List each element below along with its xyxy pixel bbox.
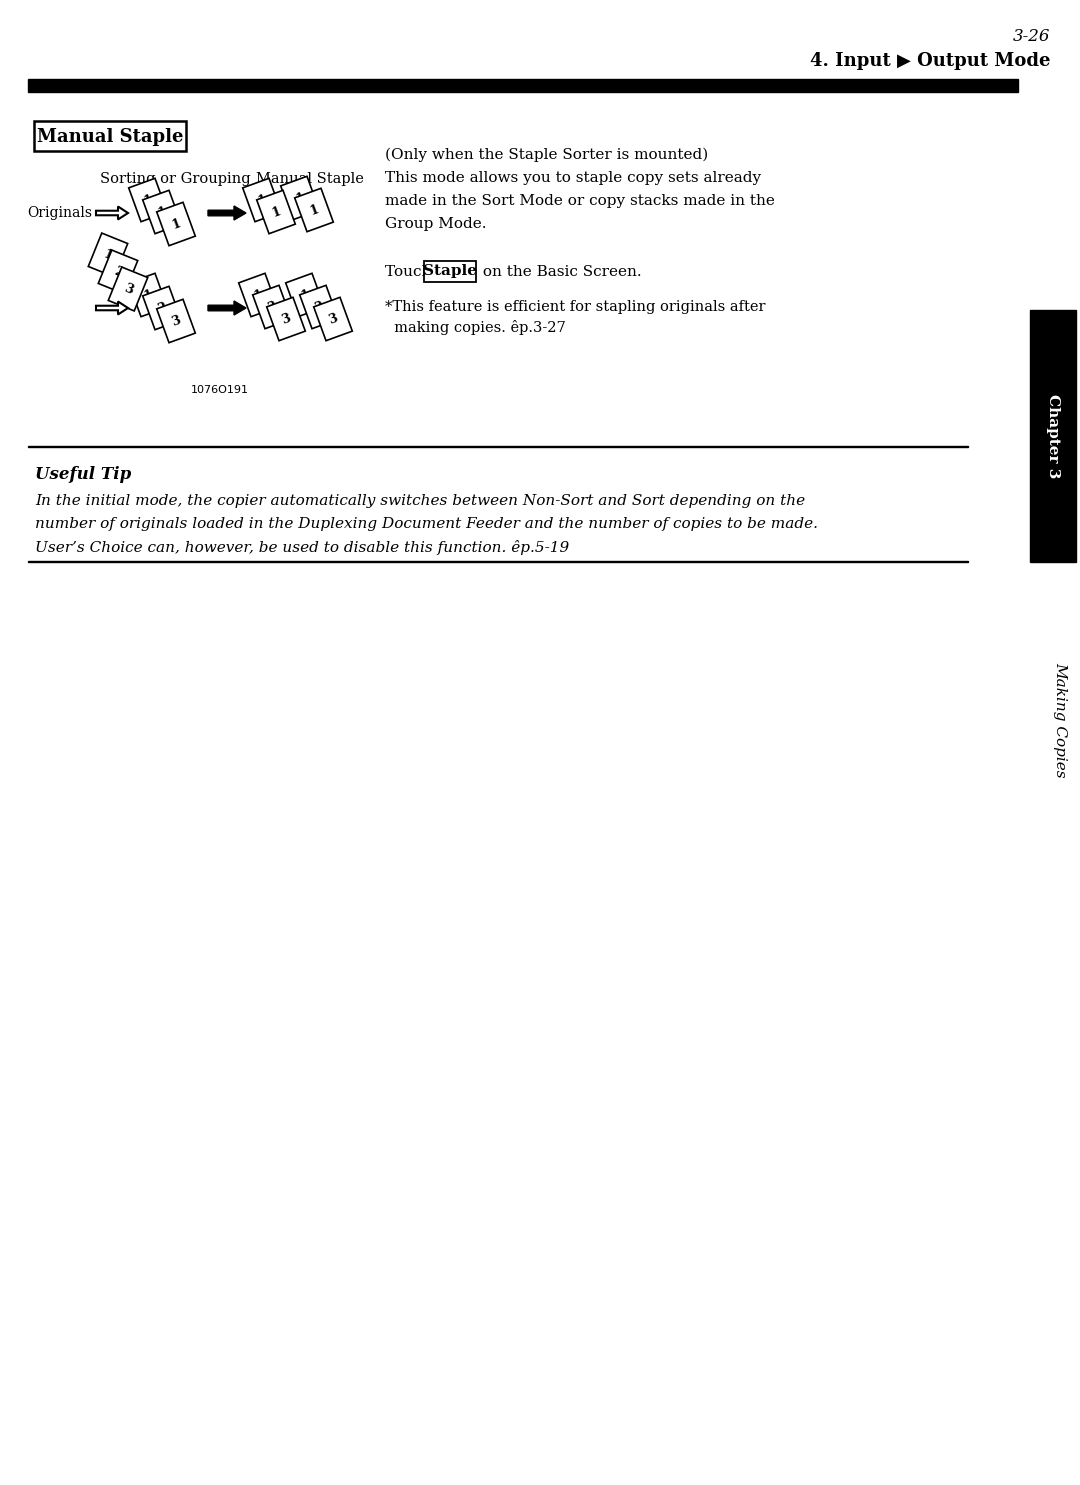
Polygon shape [89, 233, 127, 276]
Text: Manual Staple: Manual Staple [37, 128, 184, 146]
Text: 2: 2 [266, 300, 279, 315]
Polygon shape [299, 285, 338, 328]
Text: 3: 3 [327, 312, 339, 327]
Text: 3: 3 [170, 313, 183, 328]
Polygon shape [143, 190, 181, 233]
Text: 2: 2 [111, 264, 124, 279]
Polygon shape [129, 178, 167, 221]
Text: 1: 1 [294, 190, 307, 205]
Polygon shape [108, 267, 148, 310]
Text: 1: 1 [256, 193, 268, 208]
Bar [28, 560, 968, 561]
Polygon shape [208, 206, 246, 220]
Text: Touch: Touch [384, 264, 436, 279]
Text: making copies. êp.3-27: making copies. êp.3-27 [384, 319, 566, 336]
Text: Making Copies: Making Copies [1053, 662, 1067, 778]
Bar [1030, 310, 1076, 561]
Polygon shape [295, 189, 334, 232]
Polygon shape [98, 249, 138, 294]
Text: *This feature is efficient for stapling originals after: *This feature is efficient for stapling … [384, 300, 766, 313]
Text: Useful Tip: Useful Tip [35, 466, 132, 483]
Text: Group Mode.: Group Mode. [384, 217, 486, 232]
Text: 1: 1 [156, 205, 168, 220]
Text: 1: 1 [102, 248, 114, 263]
Bar [28, 446, 968, 447]
Text: Staple: Staple [423, 263, 477, 278]
Polygon shape [96, 301, 129, 315]
Text: 1: 1 [308, 202, 321, 218]
Polygon shape [143, 287, 181, 330]
Polygon shape [243, 178, 281, 221]
Polygon shape [281, 177, 320, 220]
Bar [28, 79, 1018, 92]
Polygon shape [157, 202, 195, 245]
Text: User’s Choice can, however, be used to disable this function. êp.5-19: User’s Choice can, however, be used to d… [35, 541, 569, 555]
Polygon shape [208, 301, 246, 315]
Text: 3-26: 3-26 [1013, 28, 1050, 45]
Text: 1: 1 [270, 205, 282, 220]
Text: Manual Staple: Manual Staple [256, 172, 364, 186]
Text: on the Basic Screen.: on the Basic Screen. [478, 264, 642, 279]
Text: 1: 1 [170, 217, 183, 232]
Text: 2: 2 [313, 300, 325, 315]
Polygon shape [157, 300, 195, 343]
Text: made in the Sort Mode or copy stacks made in the: made in the Sort Mode or copy stacks mad… [384, 195, 774, 208]
Text: In the initial mode, the copier automatically switches between Non-Sort and Sort: In the initial mode, the copier automati… [35, 495, 805, 508]
Polygon shape [96, 206, 129, 220]
Text: 1: 1 [141, 288, 154, 303]
Text: Chapter 3: Chapter 3 [1047, 394, 1059, 478]
FancyBboxPatch shape [424, 261, 476, 282]
Text: 1076O191: 1076O191 [191, 385, 249, 395]
Text: 3: 3 [280, 312, 293, 327]
Text: 1: 1 [299, 288, 311, 303]
Polygon shape [239, 273, 278, 316]
Text: 3: 3 [122, 281, 134, 297]
Text: (Only when the Staple Sorter is mounted): (Only when the Staple Sorter is mounted) [384, 148, 708, 162]
Text: This mode allows you to staple copy sets already: This mode allows you to staple copy sets… [384, 171, 761, 186]
Polygon shape [253, 285, 292, 328]
Text: 1: 1 [252, 288, 265, 303]
Text: 2: 2 [156, 300, 168, 316]
Polygon shape [257, 190, 295, 233]
Polygon shape [313, 297, 352, 340]
Text: 1: 1 [141, 193, 154, 208]
Text: Sorting or Grouping: Sorting or Grouping [99, 172, 251, 186]
Text: number of originals loaded in the Duplexing Document Feeder and the number of co: number of originals loaded in the Duplex… [35, 517, 818, 532]
Polygon shape [286, 273, 324, 316]
Polygon shape [267, 297, 306, 340]
Text: 4. Input ▶ Output Mode: 4. Input ▶ Output Mode [810, 52, 1050, 70]
FancyBboxPatch shape [33, 120, 186, 151]
Polygon shape [129, 273, 167, 316]
Text: Originals: Originals [27, 206, 92, 220]
